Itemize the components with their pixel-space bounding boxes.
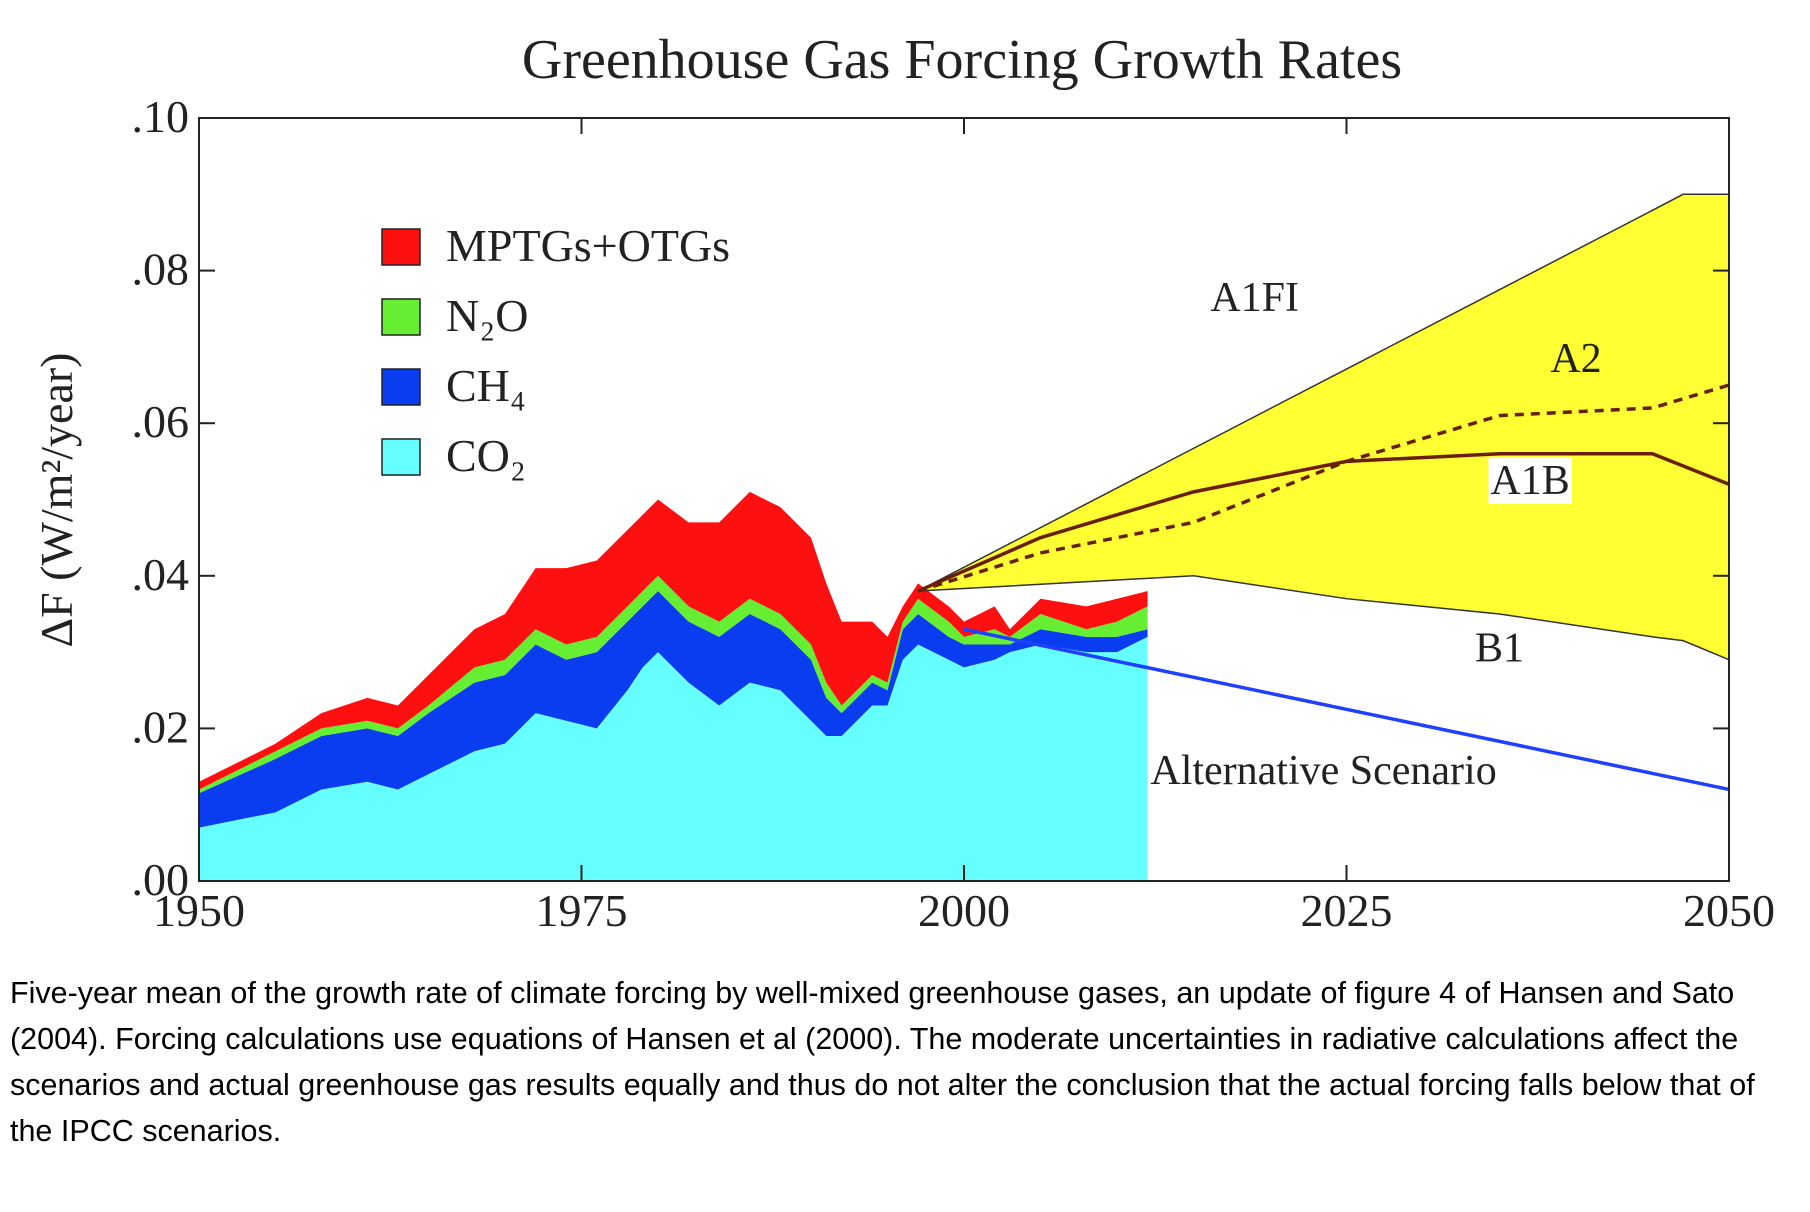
- scenario-line: [917, 193, 1729, 592]
- caption: Five-year mean of the growth rate of cli…: [10, 976, 1755, 1148]
- scenario-band: [918, 194, 1729, 660]
- legend-label: CH₄: [446, 360, 526, 411]
- x-tick-label: 1975: [536, 885, 628, 936]
- x-tick-label: 2050: [1683, 885, 1775, 936]
- y-axis-label: ΔF (W/m²/year): [31, 352, 82, 647]
- scenario-label: A2: [1550, 336, 1601, 382]
- label-bg: [1488, 457, 1572, 504]
- scenario-label: A1FI: [1210, 275, 1299, 321]
- x-tick-label: 1950: [153, 885, 245, 936]
- y-tick-label: .04: [132, 549, 190, 600]
- y-tick-label: .02: [132, 701, 190, 752]
- y-tick-label: .00: [132, 854, 190, 905]
- legend-label: N₂O: [446, 290, 528, 341]
- area: [199, 491, 1148, 790]
- scenario-label: Alternative Scenario: [1150, 748, 1496, 794]
- scenario-label: A1B: [1490, 458, 1569, 504]
- chart-title: Greenhouse Gas Forcing Growth Rates: [522, 29, 1402, 91]
- legend-label: MPTGs+OTGs: [446, 220, 730, 271]
- chart: Greenhouse Gas Forcing Growth Rates ΔF (…: [31, 29, 1775, 936]
- area: [199, 636, 1148, 881]
- legend-label: CO₂: [446, 430, 526, 481]
- legend-swatch: [381, 438, 421, 476]
- legend-swatch: [381, 228, 421, 266]
- y-tick-label: .08: [132, 244, 190, 295]
- legend-swatch: [381, 368, 421, 406]
- legend-swatch: [381, 298, 421, 336]
- scenario-label: B1: [1475, 626, 1524, 672]
- area: [199, 591, 1148, 828]
- scenario-line: [917, 451, 1730, 593]
- scenario-line: [963, 627, 1730, 792]
- x-tick-label: 2025: [1301, 885, 1393, 936]
- y-tick-label: .10: [132, 91, 190, 142]
- y-tick-label: .06: [132, 396, 190, 447]
- x-tick-label: 2000: [918, 885, 1010, 936]
- scenario-line: [918, 575, 1730, 661]
